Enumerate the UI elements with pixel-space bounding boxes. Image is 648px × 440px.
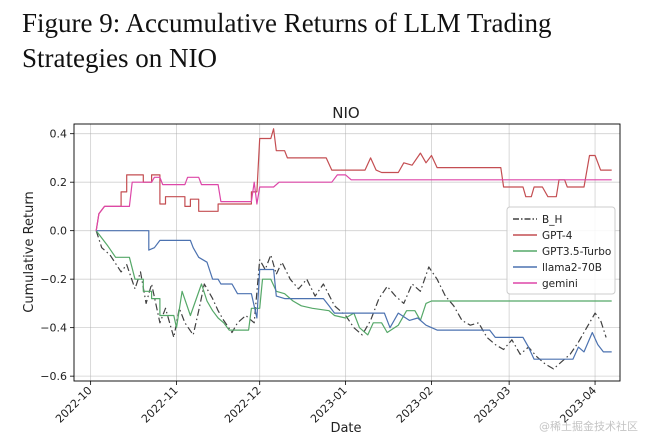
series-line-gpt-4 bbox=[95, 128, 612, 231]
plot-frame bbox=[73, 123, 621, 382]
legend-label-gpt3-5-turbo: GPT3.5-Turbo bbox=[542, 246, 611, 258]
series-line-b-h bbox=[95, 230, 607, 370]
x-tick-label: 2023-01 bbox=[308, 384, 350, 426]
x-tick-label: 2022-12 bbox=[222, 384, 264, 426]
legend-label-b-h: B_H bbox=[542, 214, 562, 226]
legend: B_H GPT-4 GPT3.5-Turbo llama2-70B gemini bbox=[506, 206, 616, 295]
y-tick-label: 0.4 bbox=[50, 128, 68, 141]
figure-caption: Figure 9: Accumulative Returns of LLM Tr… bbox=[22, 8, 552, 73]
series-line-llama2-70b bbox=[96, 230, 612, 360]
x-tick-label: 2023-02 bbox=[394, 384, 436, 426]
legend-label-llama2-70b: llama2-70B bbox=[542, 262, 602, 274]
legend-label-gemini: gemini bbox=[542, 278, 578, 290]
chart-title: NIO bbox=[332, 104, 359, 122]
y-tick-label: −0.4 bbox=[40, 322, 67, 335]
series-layer bbox=[95, 128, 612, 370]
x-tick-label: 2022-10 bbox=[53, 384, 95, 426]
series-line-gemini bbox=[95, 174, 612, 231]
legend-label-gpt-4: GPT-4 bbox=[542, 230, 573, 242]
x-tick-label: 2023-03 bbox=[472, 384, 514, 426]
y-tick-label: −0.2 bbox=[40, 273, 67, 286]
y-tick-label: −0.6 bbox=[40, 370, 67, 383]
x-axis-label: Date bbox=[330, 421, 361, 436]
y-tick-label: 0.0 bbox=[50, 225, 68, 238]
y-tick-label: 0.2 bbox=[50, 176, 68, 189]
watermark: @稀土掘金技术社区 bbox=[539, 420, 638, 433]
y-axis-label: Cumulative Return bbox=[22, 191, 37, 312]
legend-frame bbox=[506, 206, 616, 295]
series-line-gpt3-5-turbo bbox=[95, 230, 612, 336]
x-tick-label: 2022-11 bbox=[139, 384, 181, 426]
